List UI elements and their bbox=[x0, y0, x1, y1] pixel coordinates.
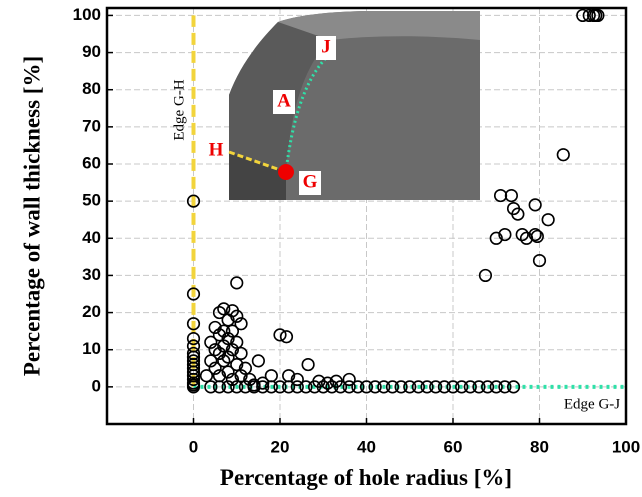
point bbox=[253, 355, 265, 367]
point bbox=[231, 277, 243, 289]
y-tick-label: 10 bbox=[82, 339, 101, 358]
edge-gj-label: Edge G-J bbox=[564, 396, 620, 412]
y-tick-label: 40 bbox=[82, 228, 101, 247]
point bbox=[542, 214, 554, 226]
y-axis-title: Percentage of wall thickness [%] bbox=[19, 56, 44, 376]
y-tick-label: 50 bbox=[82, 191, 101, 210]
y-tick-label: 90 bbox=[82, 42, 101, 61]
inset-label: J bbox=[321, 36, 331, 57]
inset-label: A bbox=[277, 90, 291, 111]
x-tick-label: 100 bbox=[612, 437, 640, 456]
edge-gh-label: Edge G-H bbox=[171, 79, 187, 140]
x-axis-title: Percentage of hole radius [%] bbox=[220, 465, 512, 490]
x-tick-label: 0 bbox=[189, 437, 198, 456]
inset-label: H bbox=[209, 139, 224, 160]
y-tick-label: 70 bbox=[82, 116, 101, 135]
chart: 0 10 20 30 40 50 60 70 80 90 100 0 20 40 60 80 100 J A H… bbox=[0, 0, 642, 497]
point bbox=[281, 331, 293, 343]
y-tick-label: 100 bbox=[73, 5, 101, 24]
inset-label: G bbox=[303, 171, 318, 192]
point bbox=[495, 190, 507, 202]
x-tick-label: 20 bbox=[271, 437, 290, 456]
x-tick-label: 80 bbox=[530, 437, 549, 456]
point-g bbox=[278, 164, 294, 180]
point bbox=[557, 149, 569, 161]
point bbox=[201, 370, 213, 382]
y-tick-label: 20 bbox=[82, 302, 101, 321]
y-tick-label: 60 bbox=[82, 153, 101, 172]
y-tick-label: 30 bbox=[82, 265, 101, 284]
y-tick-label: 0 bbox=[92, 376, 101, 395]
point bbox=[506, 190, 518, 202]
y-tick-label: 80 bbox=[82, 79, 101, 98]
x-tick-label: 40 bbox=[357, 437, 376, 456]
point bbox=[302, 359, 314, 371]
x-tick-label: 60 bbox=[444, 437, 463, 456]
mesh-inset: J A H G bbox=[205, 11, 480, 200]
